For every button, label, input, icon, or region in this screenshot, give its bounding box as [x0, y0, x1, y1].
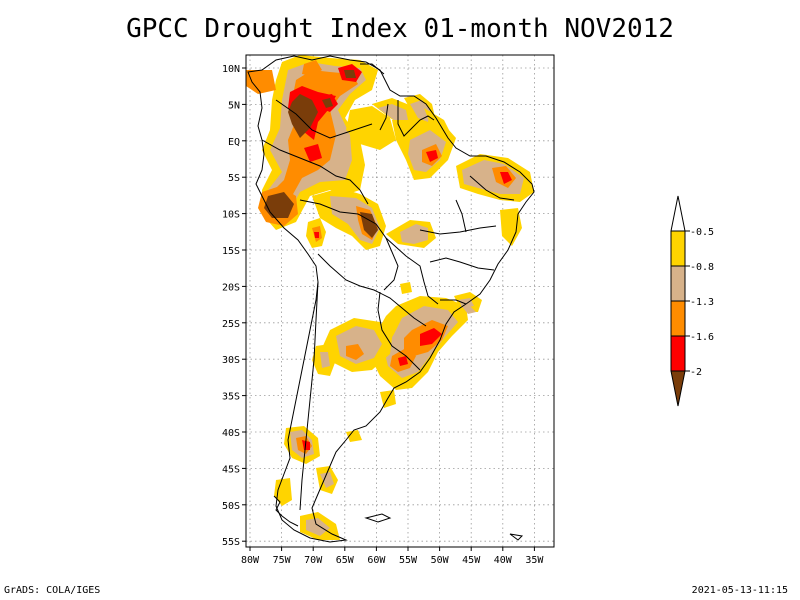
lat-label: 45S [222, 464, 240, 475]
lon-label: 50W [431, 555, 450, 566]
region-tan [410, 100, 430, 122]
region-darkbrown [264, 192, 294, 218]
region-darkbrown [288, 94, 318, 138]
footer-credit: GrADS: COLA/IGES [4, 585, 101, 596]
island [364, 513, 392, 523]
colorbar-label: -0.8 [690, 262, 714, 273]
region-orange [346, 344, 364, 360]
lon-label: 35W [525, 555, 544, 566]
region-tan [378, 104, 408, 120]
border [440, 299, 467, 305]
longitude-labels: 80W 75W 70W 65W 60W 55W 50W 45W 40W 35W [241, 555, 544, 566]
lat-label: 5N [228, 100, 240, 111]
lat-label: 20S [222, 282, 240, 293]
border [377, 291, 421, 371]
colorbar-swatch-yellow [670, 230, 686, 267]
colorbar-swatch-orange [670, 300, 686, 337]
border [299, 199, 399, 291]
region-red [398, 356, 408, 366]
lon-label: 70W [304, 555, 323, 566]
region-orange [246, 70, 276, 94]
region-red [500, 172, 512, 184]
region-tan [460, 304, 476, 314]
lat-label: 55S [222, 537, 240, 548]
lon-label: 45W [462, 555, 481, 566]
region-red [304, 144, 322, 162]
border [385, 237, 439, 305]
axis-ticks [242, 67, 535, 551]
colorbar-swatch-red [670, 335, 686, 372]
border [397, 100, 435, 137]
border [299, 281, 319, 511]
lon-label: 75W [273, 555, 292, 566]
border [275, 99, 373, 139]
lat-label: 10S [222, 210, 240, 221]
border [379, 103, 389, 131]
lon-label: 40W [494, 555, 513, 566]
region-yellow [400, 282, 412, 294]
region-darkbrown [360, 212, 378, 238]
border [360, 63, 385, 75]
region-red [314, 232, 319, 238]
region-tan [400, 224, 428, 244]
region-orange [302, 60, 322, 76]
lat-label: 50S [222, 501, 240, 512]
continent-outline [247, 55, 535, 543]
border [261, 139, 369, 205]
lat-label: 5S [228, 173, 240, 184]
colorbar: -0.5 -0.8 -1.3 -1.6 -2 [670, 195, 714, 407]
colorbar-label: -1.6 [690, 332, 714, 343]
border [419, 225, 497, 235]
colorbar-top-arrow [670, 195, 686, 232]
border [469, 175, 515, 201]
colorbar-label: -0.5 [690, 227, 714, 238]
region-yellow [500, 208, 522, 246]
colorbar-label: -2 [690, 367, 702, 378]
region-red [420, 328, 442, 346]
chart-title: GPCC Drought Index 01-month NOV2012 [126, 14, 674, 44]
latitude-labels: 10N 5N EQ 5S 10S 15S 20S 25S 30S 35S 40S 45S 50S 55S [222, 64, 240, 548]
lat-label: 10N [222, 64, 240, 75]
border [429, 257, 495, 271]
colorbar-bottom-arrow [670, 370, 686, 407]
lat-label: 40S [222, 428, 240, 439]
region-yellow [346, 106, 396, 150]
region-red [426, 150, 438, 162]
region-tan [320, 472, 334, 488]
lat-label: 35S [222, 392, 240, 403]
border [317, 253, 427, 327]
region-yellow [274, 478, 292, 506]
region-yellow [346, 430, 362, 442]
island [509, 533, 524, 541]
border [455, 199, 467, 233]
region-darkbrown [344, 70, 356, 78]
region-yellow [424, 108, 452, 140]
lon-label: 80W [241, 555, 260, 566]
region-tan [458, 298, 474, 308]
coastlines-borders [247, 55, 535, 543]
lat-label: EQ [228, 137, 240, 148]
lat-label: 25S [222, 319, 240, 330]
plot-frame [245, 54, 555, 548]
colorbar-label: -1.3 [690, 297, 714, 308]
region-darkbrown [322, 98, 333, 108]
lon-label: 55W [399, 555, 418, 566]
footer-timestamp: 2021-05-13-11:15 [691, 585, 788, 596]
lon-label: 65W [336, 555, 355, 566]
region-tan [320, 352, 330, 368]
region-tan [306, 518, 330, 536]
lon-label: 60W [367, 555, 386, 566]
drought-shading [246, 55, 534, 540]
island [273, 495, 299, 527]
lat-label: 15S [222, 246, 240, 257]
colorbar-swatch-tan [670, 265, 686, 302]
lat-label: 30S [222, 355, 240, 366]
